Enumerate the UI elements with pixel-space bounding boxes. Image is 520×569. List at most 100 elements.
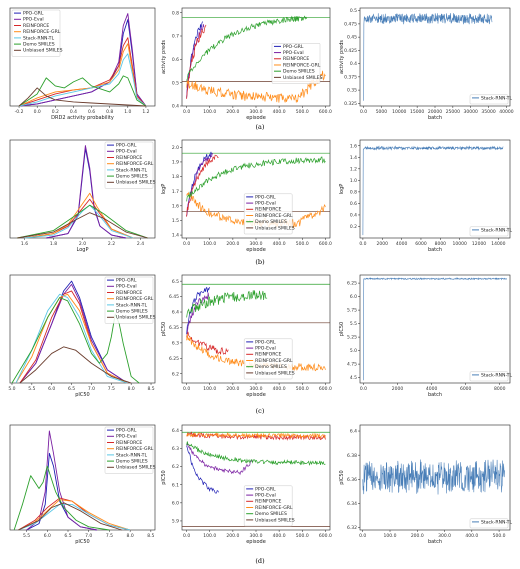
- x-tick-label: 6000: [415, 241, 427, 247]
- x-tick-label: 200.0: [226, 109, 239, 115]
- legend-label: Unbiased SMILES: [116, 180, 156, 186]
- y-tick-label: 1.2: [350, 166, 357, 172]
- panel-c-curve: 0.0 100.0 200.0 300.0 400.0 500.0 600.0 6.2 6.25…: [161, 274, 332, 398]
- x-tick-label: -0.2: [15, 109, 24, 115]
- y-tick-label: 0.425: [344, 48, 357, 54]
- legend-label: PPO-Eval: [116, 149, 137, 155]
- x-tick-label: 0.0: [183, 241, 190, 247]
- y-tick-label: 1.9: [172, 160, 179, 166]
- x-tick-label: 8.5: [147, 533, 154, 539]
- y-tick-label: 1.0: [350, 178, 357, 184]
- legend: PPO-GRLPPO-EvalREINFORCEREINFORCE-GRLDem…: [243, 485, 295, 527]
- legend-label: Demo SMILES: [116, 309, 148, 315]
- legend-box: [271, 43, 321, 84]
- legend-label: Unbiased SMILES: [116, 315, 156, 321]
- panel-d-ts: 0.0 100.0 200.0 300.0 400.0 500.0 6.32 6.34 6.36…: [339, 424, 512, 545]
- legend-box: [243, 193, 293, 235]
- x-tick-label: 600.0: [319, 241, 332, 247]
- caption-b: (b): [255, 258, 265, 266]
- x-tick-label: 0.2: [52, 109, 59, 115]
- y-tick-label: 0.475: [344, 21, 357, 27]
- legend-label: REINFORCE-GRL: [283, 62, 321, 68]
- y-tick-label: 0.8: [350, 189, 357, 195]
- series-line: [186, 442, 254, 476]
- axes-frame: [9, 274, 156, 384]
- y-tick-label: 2.0: [172, 145, 179, 151]
- x-tick-label: 5.5: [28, 386, 35, 392]
- caption-a: (a): [256, 123, 265, 131]
- legend-label: Demo SMILES: [23, 42, 55, 48]
- y-tick-label: 6.4: [350, 429, 357, 435]
- legend-label: REINFORCE-GRL: [255, 505, 293, 511]
- x-tick-label: 0.0: [360, 109, 367, 115]
- x-tick-label: 35000: [481, 109, 495, 115]
- x-tick-label: 400.0: [273, 533, 286, 539]
- legend: Stack-RNN-TL: [469, 226, 512, 237]
- y-tick-label: 6.38: [347, 453, 357, 459]
- panel-a-ts: 0.0 5000 10000 15000 20000 25000 30000 35000 400…: [339, 7, 514, 121]
- y-tick-label: 6.4: [172, 310, 179, 316]
- x-axis-label: episode: [246, 392, 266, 398]
- x-tick-label: 5.0: [8, 386, 15, 392]
- legend-label: Demo SMILES: [255, 364, 287, 370]
- y-tick-label: 6.1: [172, 482, 179, 488]
- x-tick-label: 4000: [396, 241, 408, 247]
- y-tick-label: 5.75: [347, 308, 357, 314]
- x-tick-label: 300.0: [250, 533, 263, 539]
- x-tick-label: 8000: [494, 386, 506, 392]
- series-line: [18, 499, 131, 531]
- x-tick-label: 8.0: [127, 533, 134, 539]
- panel-d-curve: 0.0 100.0 200.0 300.0 400.0 500.0 600.0 5.9 6.0 6…: [161, 424, 332, 545]
- y-tick-label: 1.6: [172, 203, 179, 209]
- legend-label: Unbiased SMILES: [255, 225, 295, 231]
- x-tick-label: 4000: [426, 386, 438, 392]
- legend-box: [243, 485, 293, 527]
- y-axis-label: logP: [339, 184, 345, 195]
- legend-label: PPO-GRL: [23, 11, 44, 17]
- series-line: [363, 277, 507, 381]
- legend-label: Unbiased SMILES: [116, 465, 156, 471]
- axes-frame: [9, 7, 156, 107]
- legend-label: Unbiased SMILES: [255, 370, 295, 376]
- y-tick-label: 0.6: [172, 57, 179, 63]
- y-tick-label: 1.6: [350, 143, 357, 149]
- legend-label: PPO-GRL: [116, 278, 137, 284]
- x-axis-label: LogP: [77, 247, 89, 253]
- x-tick-label: 14000: [491, 241, 505, 247]
- legend-box: [469, 94, 509, 105]
- series-line: [18, 37, 147, 107]
- legend-label: PPO-Eval: [116, 434, 137, 440]
- x-tick-label: 0.0: [359, 533, 366, 539]
- y-tick-label: 6.45: [169, 294, 179, 300]
- panel-a-density: -0.2 0.0 0.2 0.4 0.6 0.8 1.0 1.2 DRD2 activity p…: [9, 7, 156, 121]
- y-axis-label: pIC50: [339, 470, 345, 485]
- y-tick-label: 0.45: [347, 35, 357, 41]
- series-line: [186, 156, 326, 202]
- series-line: [19, 13, 147, 107]
- series-line: [362, 145, 504, 236]
- x-tick-label: 100.0: [203, 109, 216, 115]
- y-tick-label: 0.4: [350, 213, 357, 219]
- legend-label: Stack-RNN-TL: [116, 452, 147, 458]
- x-tick-label: 100.0: [384, 533, 397, 539]
- panel-a-curve: 0.0 100.0 200.0 300.0 400.0 500.0 600.0 0.4 0.5 0…: [161, 7, 332, 121]
- x-tick-label: 400.0: [273, 241, 286, 247]
- y-tick-label: 6.25: [169, 356, 179, 362]
- x-tick-label: 2.2: [108, 241, 115, 247]
- y-tick-label: 5.25: [347, 335, 357, 341]
- x-tick-label: 7.0: [88, 386, 95, 392]
- series-line: [17, 204, 148, 239]
- legend-label: PPO-Eval: [283, 50, 304, 56]
- x-tick-label: 0.0: [183, 109, 190, 115]
- panel-c-density: 5.0 5.5 6.0 6.5 7.0 7.5 8.0 8.5 pIC50 PPO-GRLPPO-…: [8, 274, 156, 398]
- x-axis-label: batch: [428, 539, 442, 545]
- x-tick-label: 0.0: [34, 109, 41, 115]
- legend-label: PPO-GRL: [255, 194, 276, 200]
- y-tick-label: 6.0: [350, 294, 357, 300]
- x-axis-label: batch: [428, 392, 442, 398]
- x-tick-label: 1.6: [21, 241, 28, 247]
- y-tick-label: 6.0: [172, 500, 179, 506]
- x-axis-label: episode: [246, 539, 266, 545]
- series-line: [15, 293, 128, 384]
